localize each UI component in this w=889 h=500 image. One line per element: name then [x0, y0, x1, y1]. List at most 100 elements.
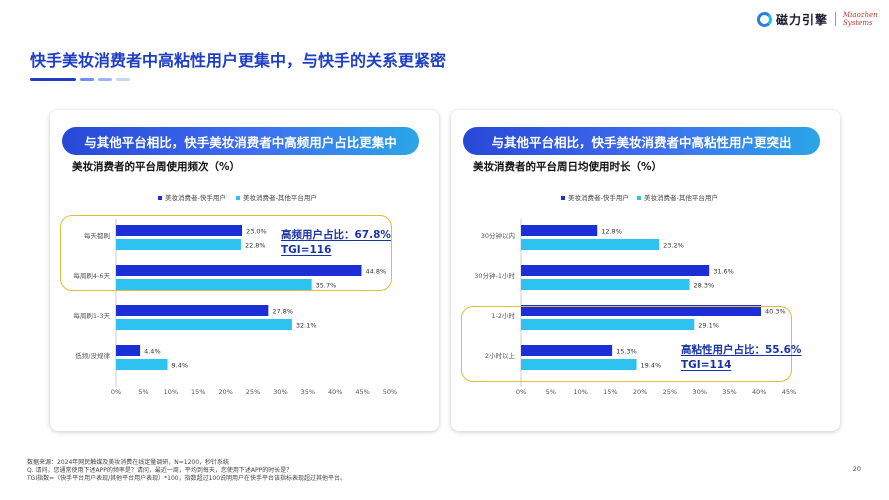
- footnote-question: Q. 请问，您通常使用下述APP的频率是？请问，最近一周，平均到每天，您使用下述…: [27, 467, 293, 475]
- frequency-callout: 高频用户占比：67.8% TGI=116: [281, 228, 391, 258]
- data-label: 28.3%: [694, 282, 715, 290]
- bar-other: [116, 359, 168, 370]
- data-label: 23.0%: [246, 228, 267, 236]
- bar-kuaishou: [116, 225, 243, 236]
- title-deco-bar: [80, 78, 94, 81]
- legend-swatch: [158, 196, 162, 200]
- data-label: 32.1%: [296, 322, 317, 330]
- bar-kuaishou: [116, 265, 362, 276]
- x-tick-label: 0%: [111, 388, 121, 396]
- brand-name-cn: 磁力引擎: [776, 12, 829, 27]
- title-deco-bar: [116, 78, 130, 81]
- title-decoration: [30, 78, 130, 81]
- bar-other: [521, 279, 690, 290]
- brand-logo: 磁力引擎 Miaozhen Systems: [757, 10, 878, 28]
- frequency-banner: 与其他平台相比，快手美妆消费者中高频用户占比更集中: [62, 127, 419, 155]
- bar-other: [116, 279, 312, 290]
- bar-other: [521, 239, 660, 250]
- data-label: 15.3%: [616, 348, 637, 356]
- footnote-source: 数据来源：2024年网民触媒及美妆消费在线定量调研，N=1200，秒针系统: [27, 459, 230, 466]
- bar-other: [521, 319, 695, 330]
- data-label: 9.4%: [172, 362, 189, 370]
- category-label: 30分钟以内: [481, 231, 515, 240]
- bar-kuaishou: [116, 345, 141, 356]
- data-label: 31.6%: [713, 268, 734, 276]
- data-label: 44.8%: [366, 268, 387, 276]
- duration-banner: 与其他平台相比，快手美妆消费者中高粘性用户更突出: [463, 127, 820, 155]
- title-deco-bar: [30, 78, 76, 81]
- x-tick-label: 25%: [663, 388, 677, 396]
- data-label: 29.1%: [698, 322, 719, 330]
- data-label: 35.7%: [316, 282, 337, 290]
- x-tick-label: 35%: [722, 388, 736, 396]
- data-label: 40.3%: [765, 308, 786, 316]
- bar-kuaishou: [521, 345, 613, 356]
- x-tick-label: 15%: [191, 388, 205, 396]
- category-label: 30分钟-1小时: [474, 271, 515, 280]
- x-tick-label: 25%: [246, 388, 260, 396]
- frequency-callout-tgi: TGI=116: [281, 244, 332, 256]
- legend-swatch: [236, 196, 240, 200]
- high-stickiness-highlight: [461, 306, 792, 382]
- bar-other: [116, 319, 292, 330]
- x-tick-label: 20%: [218, 388, 232, 396]
- bar-other: [116, 239, 241, 250]
- data-label: 27.8%: [272, 308, 293, 316]
- x-tick-label: 50%: [383, 388, 397, 396]
- high-frequency-highlight: [60, 215, 392, 291]
- brand-mark-icon: [757, 11, 772, 27]
- frequency-chart-title: 美妆消费者的平台周使用频次（%）: [72, 161, 241, 173]
- category-label: 2小时以上: [485, 351, 516, 360]
- category-label: 每周刷1-3天: [73, 311, 110, 320]
- x-tick-label: 5%: [546, 388, 556, 396]
- x-tick-label: 40%: [328, 388, 342, 396]
- bar-kuaishou: [521, 305, 762, 316]
- brand-name-en-line1: Miaozhen: [843, 11, 878, 19]
- x-tick-label: 10%: [573, 388, 587, 396]
- x-tick-label: 15%: [603, 388, 617, 396]
- duration-panel: 与其他平台相比，快手美妆消费者中高粘性用户更突出 美妆消费者的平台周日均使用时长…: [451, 110, 840, 431]
- legend-label: 美妆消费者-快手用户: [165, 193, 226, 202]
- x-tick-label: 45%: [355, 388, 369, 396]
- duration-callout: 高粘性用户占比：55.6% TGI=114: [681, 343, 801, 373]
- footnote-tgi-definition: TGI指数=（快手平台用户表现/其他平台用户表现）*100，指数超过100说明用…: [27, 475, 347, 483]
- duration-callout-share: 高粘性用户占比：55.6%: [681, 344, 802, 356]
- x-tick-label: 20%: [633, 388, 647, 396]
- x-tick-label: 5%: [138, 388, 148, 396]
- x-tick-label: 0%: [516, 388, 526, 396]
- legend-swatch: [637, 196, 641, 200]
- frequency-callout-share: 高频用户占比：67.8%: [281, 229, 391, 241]
- frequency-panel: 与其他平台相比，快手美妆消费者中高频用户占比更集中 美妆消费者的平台周使用频次（…: [50, 110, 439, 431]
- title-deco-bar: [98, 78, 112, 81]
- data-label: 4.4%: [144, 348, 161, 356]
- category-label: 1-2小时: [491, 311, 515, 320]
- legend-label: 美妆消费者-快手用户: [568, 193, 629, 202]
- brand-name-en-line2: Systems: [843, 19, 873, 27]
- duration-chart-title: 美妆消费者的平台周日均使用时长（%）: [473, 161, 663, 173]
- bar-kuaishou: [521, 225, 598, 236]
- bar-kuaishou: [521, 265, 710, 276]
- x-tick-label: 35%: [301, 388, 315, 396]
- x-tick-label: 45%: [782, 388, 796, 396]
- category-label: 低频/没规律: [75, 351, 110, 360]
- x-tick-label: 10%: [164, 388, 178, 396]
- bar-kuaishou: [116, 305, 269, 316]
- data-label: 12.8%: [601, 228, 622, 236]
- brand-name-en: Miaozhen Systems: [843, 11, 878, 27]
- legend-label: 美妆消费者-其他平台用户: [243, 193, 317, 202]
- legend-label: 美妆消费者-其他平台用户: [644, 193, 718, 202]
- page-title: 快手美妆消费者中高粘性用户更集中，与快手的关系更紧密: [30, 51, 447, 70]
- bar-other: [521, 359, 637, 370]
- x-tick-label: 30%: [692, 388, 706, 396]
- data-label: 23.2%: [663, 242, 684, 250]
- x-tick-label: 30%: [273, 388, 287, 396]
- legend-swatch: [561, 196, 565, 200]
- duration-chart: 美妆消费者-快手用户 美妆消费者-其他平台用户 30分钟以内 12.8% 23.2% 30…: [474, 193, 796, 396]
- category-label: 每天都刷: [84, 231, 110, 240]
- duration-callout-tgi: TGI=114: [681, 359, 732, 371]
- footnote: 数据来源：2024年网民触媒及美妆消费在线定量调研，N=1200，秒针系统 Q.…: [27, 459, 346, 484]
- data-label: 22.8%: [245, 242, 266, 250]
- brand-divider: [835, 12, 837, 26]
- category-label: 每周刷4-6天: [73, 271, 110, 280]
